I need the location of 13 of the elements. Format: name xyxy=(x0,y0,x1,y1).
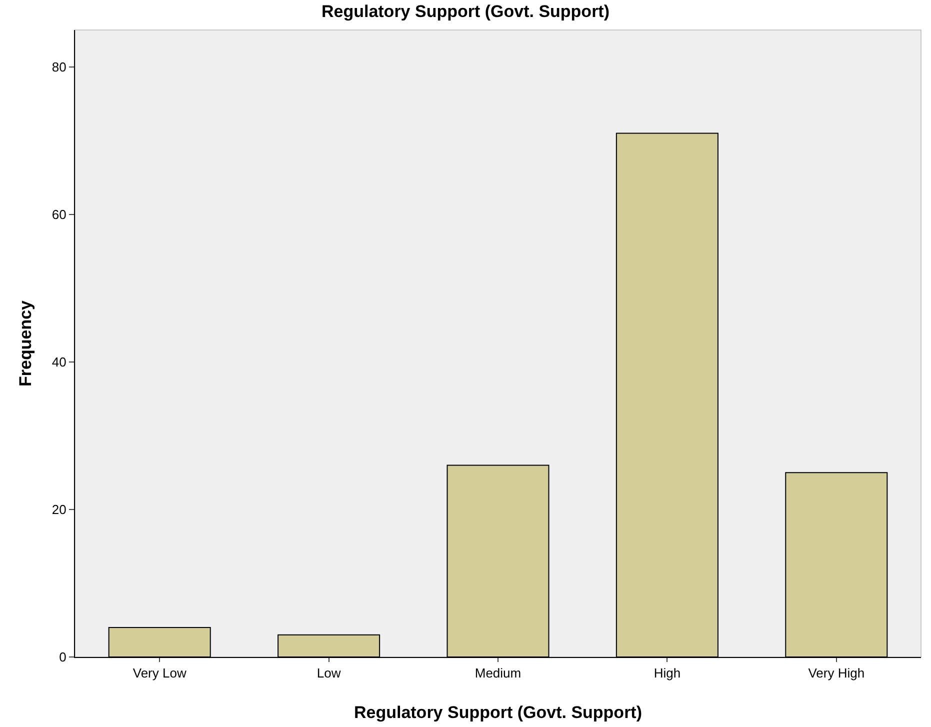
y-tick-label: 20 xyxy=(52,502,66,518)
x-tick-label: Very Low xyxy=(132,666,187,681)
y-tick-label: 40 xyxy=(52,354,66,370)
x-tick-label: High xyxy=(654,666,681,681)
y-tick-label: 60 xyxy=(52,206,66,222)
y-axis-title: Frequency xyxy=(16,300,35,386)
y-tick-label: 80 xyxy=(52,59,66,74)
x-axis-title: Regulatory Support (Govt. Support) xyxy=(354,703,642,722)
x-tick-label: Medium xyxy=(474,666,522,681)
y-tick-label: 0 xyxy=(59,650,66,665)
x-tick-label: Low xyxy=(316,666,342,681)
chart-title: Regulatory Support (Govt. Support) xyxy=(321,2,610,21)
x-tick-label: Very High xyxy=(808,666,865,681)
